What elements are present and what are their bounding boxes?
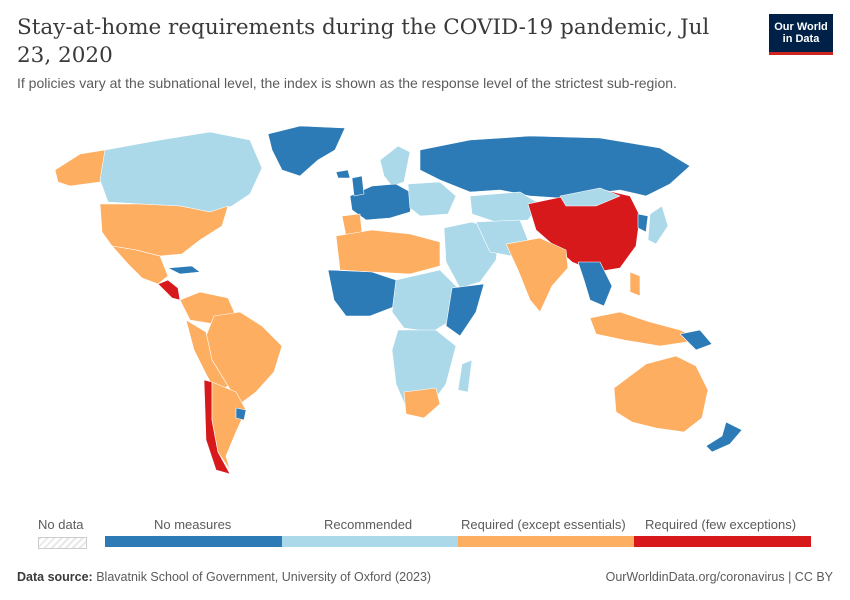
- region-central-america[interactable]: [157, 279, 181, 301]
- region-east-africa[interactable]: [445, 283, 485, 337]
- region-japan[interactable]: [647, 205, 669, 245]
- region-eastern-europe[interactable]: [407, 181, 457, 217]
- region-greenland[interactable]: [267, 125, 346, 177]
- legend-label-required-few-exceptions: Required (few exceptions): [645, 517, 797, 532]
- region-argentina[interactable]: [211, 381, 247, 471]
- legend-label-required-except-essentials: Required (except essentials): [461, 517, 626, 532]
- region-new-zealand[interactable]: [705, 421, 743, 453]
- logo-line-2: in Data: [782, 33, 820, 45]
- legend-label-recommended: Recommended: [324, 517, 413, 532]
- data-source: Data source: Blavatnik School of Governm…: [17, 570, 431, 584]
- region-india[interactable]: [505, 237, 569, 313]
- region-west-africa[interactable]: [327, 269, 397, 317]
- region-scandinavia[interactable]: [379, 145, 411, 187]
- region-russia[interactable]: [419, 135, 691, 199]
- chart-subtitle: If policies vary at the subnational leve…: [17, 75, 677, 91]
- region-kazakhstan[interactable]: [469, 191, 541, 223]
- region-indonesia[interactable]: [589, 311, 701, 347]
- legend-swatch-required-except-essentials[interactable]: [458, 536, 634, 547]
- region-australia[interactable]: [613, 355, 709, 433]
- legend-no-data-label: No data: [38, 517, 84, 532]
- region-canada[interactable]: [99, 131, 263, 213]
- region-mongolia[interactable]: [559, 187, 621, 207]
- region-mexico[interactable]: [111, 245, 169, 285]
- world-map: [54, 125, 743, 475]
- region-uk[interactable]: [351, 175, 365, 197]
- region-madagascar[interactable]: [457, 359, 473, 393]
- region-central-africa[interactable]: [391, 269, 461, 333]
- region-philippines[interactable]: [629, 271, 641, 297]
- logo-line-1: Our World: [774, 21, 828, 33]
- region-southeast-asia[interactable]: [577, 261, 613, 307]
- region-uruguay[interactable]: [235, 407, 247, 421]
- region-south-africa[interactable]: [403, 387, 441, 419]
- legend-label-no-measures: No measures: [154, 517, 232, 532]
- data-source-label: Data source:: [17, 570, 93, 584]
- region-caribbean[interactable]: [167, 265, 201, 275]
- region-korea[interactable]: [637, 213, 649, 233]
- legend-no-data-swatch: [38, 537, 87, 549]
- legend-swatch-required-few-exceptions[interactable]: [634, 536, 811, 547]
- region-iceland[interactable]: [335, 169, 351, 179]
- legend-swatch-recommended[interactable]: [282, 536, 458, 547]
- chart-title: Stay-at-home requirements during the COV…: [17, 15, 710, 68]
- owid-logo[interactable]: Our World in Data: [769, 14, 833, 55]
- region-papua[interactable]: [679, 329, 713, 351]
- footer-link[interactable]: OurWorldinData.org/coronavirus | CC BY: [605, 570, 833, 584]
- legend-swatch-no-measures[interactable]: [105, 536, 282, 547]
- data-source-text: Blavatnik School of Government, Universi…: [96, 570, 432, 584]
- region-western-europe[interactable]: [349, 183, 415, 221]
- region-north-africa[interactable]: [335, 229, 441, 275]
